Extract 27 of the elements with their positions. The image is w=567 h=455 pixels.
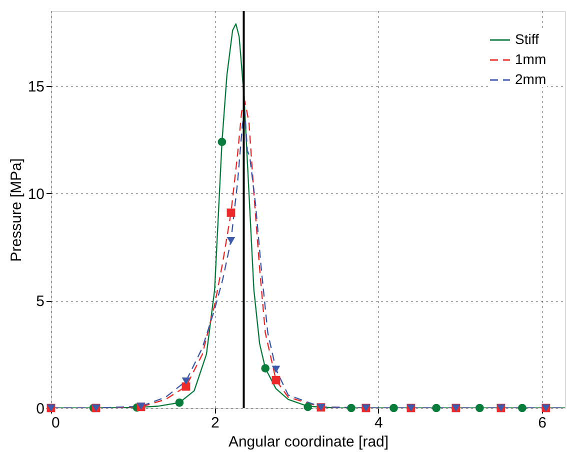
point	[518, 404, 526, 412]
x-axis-title: Angular coordinate [rad]	[228, 434, 389, 450]
x-tick-label: 0	[52, 414, 60, 432]
point	[272, 376, 280, 384]
y-tick-label: 0	[36, 400, 44, 418]
point	[390, 404, 398, 412]
x-tick-label: 4	[374, 414, 383, 432]
point	[226, 208, 236, 217]
point	[182, 378, 190, 385]
legend-label: 2mm	[515, 71, 546, 87]
legend-label: 1mm	[515, 51, 546, 67]
point	[272, 366, 280, 373]
y-tick-label: 10	[28, 186, 44, 203]
point	[432, 404, 440, 412]
point	[261, 364, 270, 372]
point	[175, 398, 184, 407]
point	[475, 404, 484, 412]
point	[347, 404, 356, 412]
point	[218, 138, 226, 146]
legend-label: Stiff	[515, 31, 539, 47]
x-tick-label: 2	[210, 414, 220, 432]
point	[304, 402, 312, 412]
y-tick-label: 15	[28, 78, 44, 96]
y-tick-label: 5	[36, 293, 44, 310]
point	[226, 236, 236, 244]
y-axis-title: Pressure [MPa]	[8, 158, 25, 262]
x-tick-label: 6	[538, 414, 547, 432]
